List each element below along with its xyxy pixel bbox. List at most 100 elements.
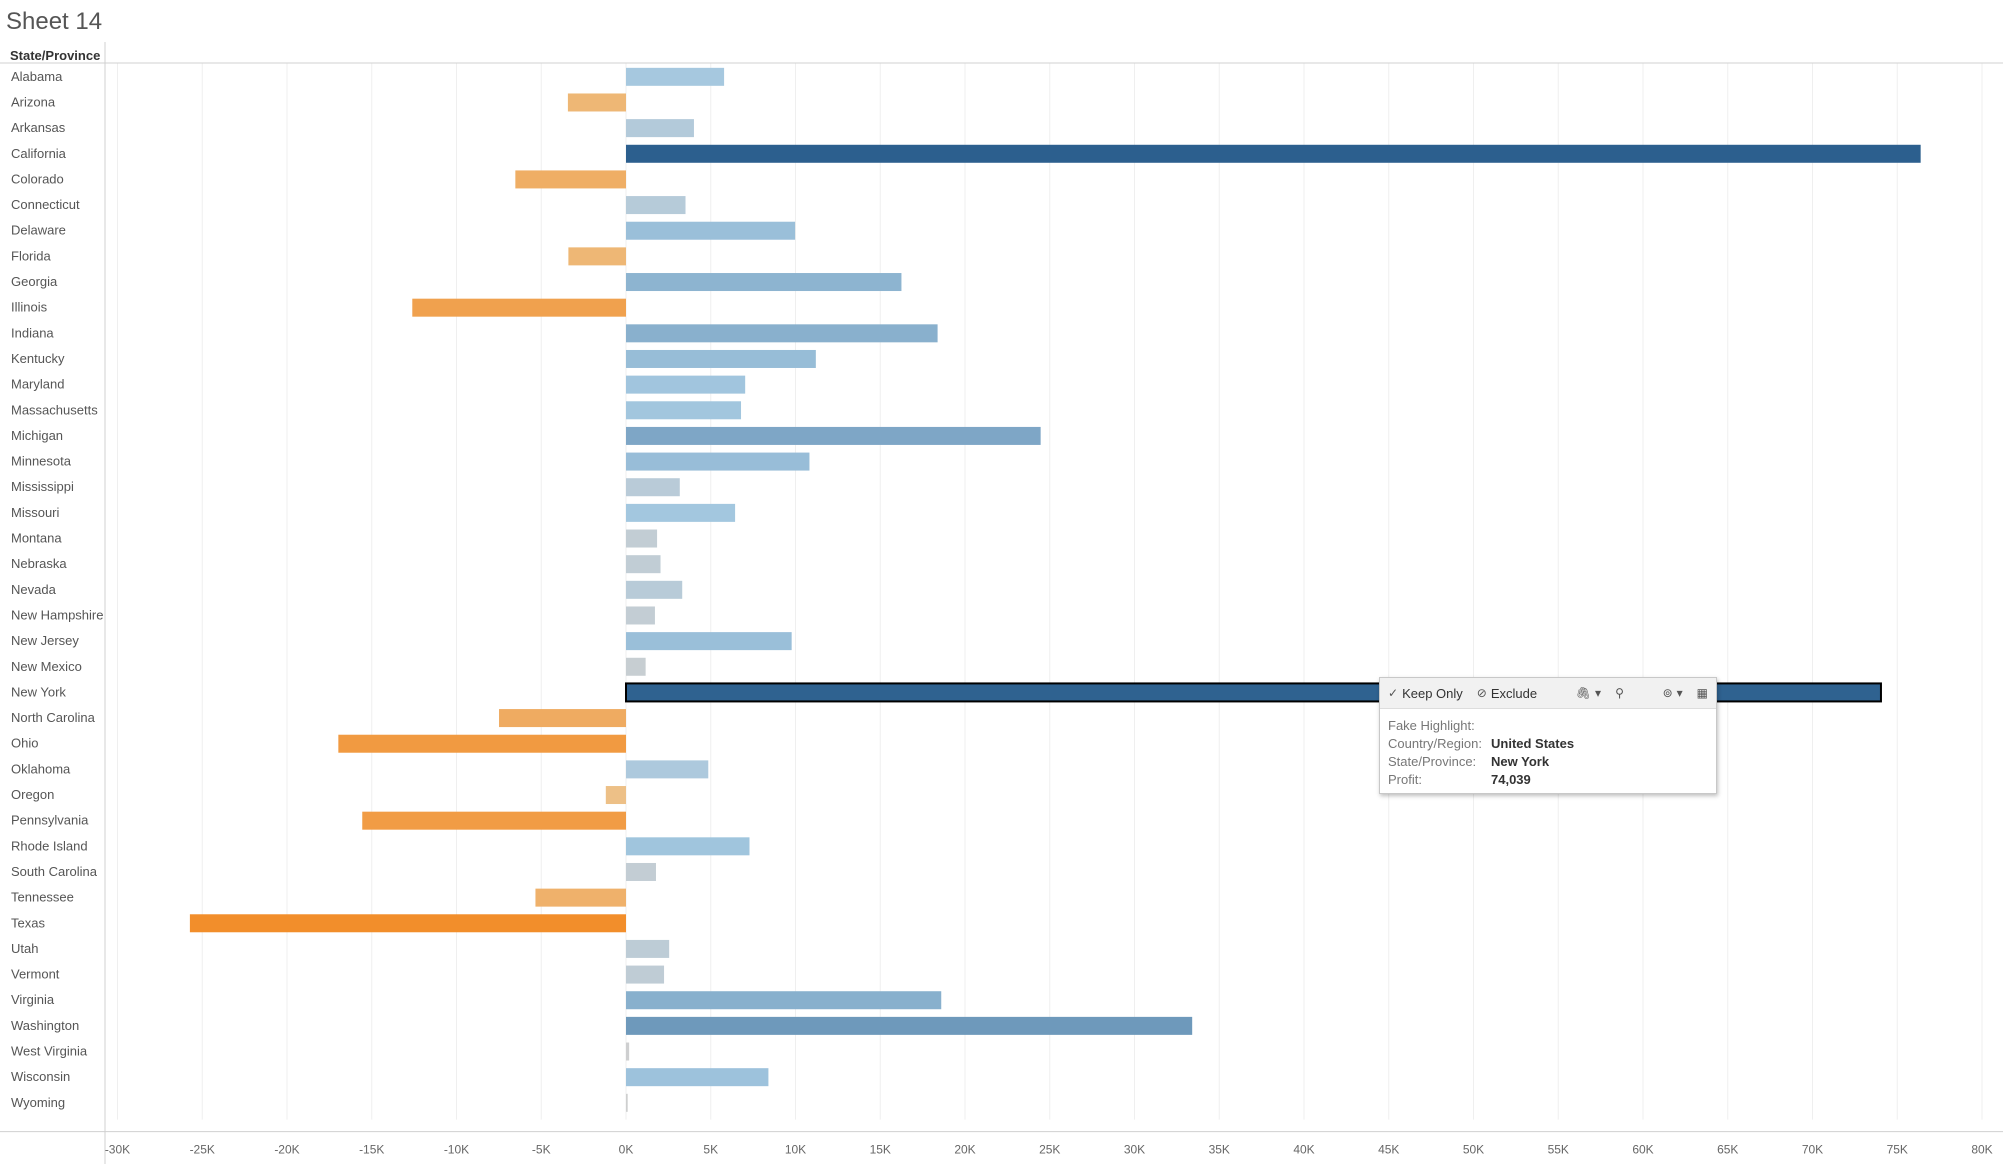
- row-label: Missouri: [11, 505, 60, 520]
- x-tick-label: 40K: [1293, 1143, 1314, 1157]
- bar-arizona[interactable]: [567, 93, 626, 112]
- row-label: Colorado: [11, 171, 64, 186]
- bar-utah[interactable]: [626, 939, 670, 958]
- bar-wisconsin[interactable]: [626, 1068, 769, 1087]
- x-tick-label: -20K: [274, 1143, 299, 1157]
- row-label: Kentucky: [11, 351, 65, 366]
- row-label: Washington: [11, 1018, 79, 1033]
- bar-illinois[interactable]: [412, 298, 626, 317]
- bar-massachusetts[interactable]: [626, 401, 742, 420]
- bar-new-hampshire[interactable]: [626, 606, 655, 625]
- tooltip-field-value: United States: [1491, 736, 1575, 751]
- bar-montana[interactable]: [626, 529, 658, 548]
- x-tick-label: 10K: [785, 1143, 806, 1157]
- row-label: South Carolina: [11, 864, 98, 879]
- bar-nevada[interactable]: [626, 580, 683, 599]
- bar-missouri[interactable]: [626, 503, 736, 522]
- bar-maryland[interactable]: [626, 375, 746, 394]
- keep-only-label: Keep Only: [1402, 685, 1463, 701]
- x-tick-label: -15K: [359, 1143, 384, 1157]
- row-label: Utah: [11, 941, 38, 956]
- bar-oregon[interactable]: [605, 786, 626, 805]
- bar-south-carolina[interactable]: [626, 862, 656, 881]
- bar-arkansas[interactable]: [626, 119, 694, 138]
- tooltip-fields: Fake Highlight: Country/Region: United Sta…: [1380, 709, 1716, 789]
- view-data-button[interactable]: ▦: [1697, 686, 1708, 700]
- x-tick-label: 5K: [703, 1143, 718, 1157]
- bar-rhode-island[interactable]: [626, 837, 750, 856]
- x-tick-label: -5K: [532, 1143, 551, 1157]
- bar-california[interactable]: [626, 144, 1921, 163]
- exclude-label: Exclude: [1490, 685, 1538, 701]
- create-set-button[interactable]: ⊚ ▾: [1663, 686, 1683, 700]
- x-tick-label: 30K: [1124, 1143, 1145, 1157]
- bar-north-carolina[interactable]: [499, 709, 626, 728]
- x-tick-label: 0K: [619, 1143, 634, 1157]
- bar-washington[interactable]: [626, 1016, 1193, 1035]
- bar-connecticut[interactable]: [626, 196, 686, 215]
- exclude-button[interactable]: ⊘ Exclude: [1477, 686, 1537, 701]
- row-label: West Virginia: [11, 1044, 88, 1059]
- bar-georgia[interactable]: [626, 273, 902, 292]
- row-label: Indiana: [11, 325, 54, 340]
- row-label: Nevada: [11, 582, 57, 597]
- bar-minnesota[interactable]: [626, 452, 810, 471]
- bar-new-jersey[interactable]: [626, 632, 792, 651]
- tooltip-field-row: Fake Highlight:: [1388, 717, 1708, 735]
- tooltip-field-label: Fake Highlight:: [1388, 718, 1475, 733]
- bar-michigan[interactable]: [626, 426, 1041, 445]
- bar-colorado[interactable]: [515, 170, 626, 189]
- explain-data-button[interactable]: ⚲: [1615, 686, 1624, 700]
- tooltip-field-row: State/Province: New York: [1388, 753, 1708, 771]
- row-label: Tennessee: [11, 890, 74, 905]
- row-label: Florida: [11, 248, 52, 263]
- bar-mississippi[interactable]: [626, 478, 680, 497]
- bar-virginia[interactable]: [626, 991, 942, 1010]
- x-tick-label: -25K: [190, 1143, 215, 1157]
- x-tick-label: 25K: [1039, 1143, 1060, 1157]
- row-label: Vermont: [11, 967, 60, 982]
- row-label: New Mexico: [11, 659, 82, 674]
- x-tick-label: 45K: [1378, 1143, 1399, 1157]
- row-label: Oregon: [11, 787, 54, 802]
- set-icon: ⊚: [1662, 686, 1673, 700]
- tooltip-field-row: Profit: 74,039: [1388, 771, 1708, 789]
- x-tick-label: 15K: [870, 1143, 891, 1157]
- group-members-button[interactable]: 🖇 ▾: [1576, 686, 1601, 700]
- bar-texas[interactable]: [189, 914, 627, 933]
- bar-florida[interactable]: [568, 247, 626, 266]
- bar-oklahoma[interactable]: [626, 760, 709, 779]
- x-tick-label: 70K: [1802, 1143, 1823, 1157]
- chevron-down-icon: ▾: [1676, 686, 1683, 700]
- row-label: Mississippi: [11, 479, 74, 494]
- row-label: Illinois: [11, 300, 48, 315]
- tooltip-field-label: Profit:: [1388, 772, 1422, 787]
- row-label: Ohio: [11, 736, 38, 751]
- row-label: Delaware: [11, 223, 66, 238]
- bar-kentucky[interactable]: [626, 349, 816, 368]
- bar-tennessee[interactable]: [535, 888, 626, 907]
- lightbulb-icon: ⚲: [1615, 686, 1624, 700]
- bar-wyoming[interactable]: [626, 1093, 628, 1112]
- row-label: New York: [11, 684, 66, 699]
- bar-delaware[interactable]: [626, 221, 796, 240]
- bar-vermont[interactable]: [626, 965, 665, 984]
- bar-west-virginia[interactable]: [626, 1042, 630, 1061]
- bar-indiana[interactable]: [626, 324, 938, 343]
- row-label: Wisconsin: [11, 1069, 70, 1084]
- row-label: Maryland: [11, 377, 64, 392]
- bar-new-mexico[interactable]: [626, 657, 646, 676]
- row-label: Georgia: [11, 274, 58, 289]
- row-label: Montana: [11, 531, 62, 546]
- bar-alabama[interactable]: [626, 67, 725, 86]
- bar-ohio[interactable]: [338, 734, 626, 753]
- tooltip-field-label: Country/Region:: [1388, 736, 1482, 751]
- bar-pennsylvania[interactable]: [362, 811, 626, 830]
- row-label: Virginia: [11, 992, 55, 1007]
- row-label: Texas: [11, 915, 45, 930]
- chevron-down-icon: ▾: [1595, 686, 1602, 700]
- tooltip-field-value: 74,039: [1491, 772, 1531, 787]
- bar-nebraska[interactable]: [626, 555, 661, 574]
- row-label: Arkansas: [11, 120, 66, 135]
- keep-only-button[interactable]: ✓ Keep Only: [1388, 686, 1463, 701]
